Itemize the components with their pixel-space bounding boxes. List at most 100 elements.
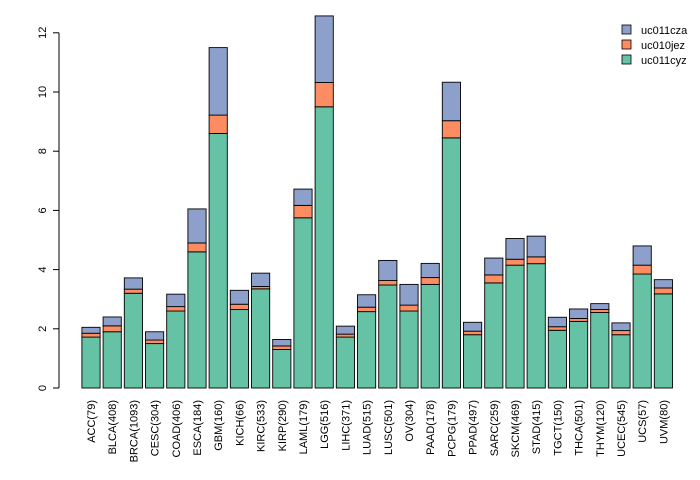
y-tick-label: 2 [37, 326, 49, 332]
bar-uc010jez-ucec [611, 330, 631, 336]
bar-uc010jez-kich [229, 303, 249, 311]
bar-uc010jez-esca [187, 242, 207, 253]
x-tick-label: STAD(415) [531, 400, 543, 454]
bar-uc011cyz-uvm [653, 293, 673, 389]
x-tick-label: PCPG(179) [446, 400, 458, 457]
bar-uc011cyz-acc [81, 336, 101, 389]
bar-uc011cza-ucs [632, 245, 652, 266]
bar-uc011cza-ucec [611, 322, 631, 332]
x-tick-label: ESCA(184) [192, 400, 204, 456]
bar-uc011cyz-luad [357, 311, 377, 389]
bar-uc011cza-lihc [335, 325, 355, 335]
bar-uc011cza-skcm [505, 238, 525, 260]
bar-uc011cza-lusc [378, 259, 398, 282]
bar-uc011cza-esca [187, 208, 207, 244]
legend-swatch-uc010jez [621, 39, 632, 50]
bar-uc011cyz-brca [123, 292, 143, 389]
x-tick-label: THYM(120) [595, 400, 607, 457]
y-tick-label: 8 [37, 148, 49, 154]
bar-uc011cza-blca [102, 316, 122, 327]
bar-uc010jez-acc [81, 332, 101, 338]
legend-swatch-uc011cza [621, 24, 632, 35]
y-tick-label: 10 [37, 86, 49, 98]
y-tick-label: 0 [37, 385, 49, 391]
x-tick-label: UCEC(545) [616, 400, 628, 457]
bar-uc011cyz-sarc [484, 282, 504, 389]
x-tick-label: TGCT(150) [552, 400, 564, 456]
bar-uc011cyz-kirc [251, 288, 271, 389]
bar-uc010jez-ucs [632, 264, 652, 275]
bar-uc011cyz-stad [526, 263, 546, 389]
bar-uc011cza-stad [526, 235, 546, 258]
bar-uc011cza-gbm [208, 47, 228, 116]
x-tick-label: LUSC(501) [383, 400, 395, 455]
bar-uc011cza-uvm [653, 279, 673, 289]
bar-uc011cyz-coad [166, 310, 186, 389]
bar-uc011cza-cesc [145, 331, 165, 341]
bar-uc011cza-kich [229, 289, 249, 305]
bar-uc011cza-coad [166, 293, 186, 308]
y-tick-label: 12 [37, 27, 49, 39]
bar-uc011cyz-esca [187, 251, 207, 389]
bar-uc011cyz-kirp [272, 349, 292, 389]
bar-uc011cza-laml [293, 188, 313, 206]
x-axis-labels: ACC(79) BLCA(408) BRCA(1093) CESC(304) COAD(… [86, 400, 670, 462]
y-axis: 0 2 4 6 8 10 12 [37, 27, 60, 391]
bar-uc010jez-brca [123, 288, 143, 294]
bar-uc011cza-tgct [547, 316, 567, 328]
bar-uc011cyz-blca [102, 331, 122, 389]
bar-uc011cyz-gbm [208, 132, 228, 389]
x-tick-label: UVM(80) [658, 400, 670, 444]
x-tick-label: SARC(259) [489, 400, 501, 456]
bar-uc011cyz-laml [293, 217, 313, 389]
bar-uc011cyz-kich [229, 309, 249, 389]
bar-uc011cza-ppad [463, 321, 483, 332]
x-tick-label: LIHC(371) [340, 400, 352, 451]
x-tick-label: THCA(501) [574, 400, 586, 456]
x-tick-label: BLCA(408) [107, 400, 119, 454]
bar-uc010jez-gbm [208, 114, 228, 134]
bar-uc010jez-stad [526, 256, 546, 265]
x-tick-label: BRCA(1093) [128, 400, 140, 462]
bar-uc011cyz-tgct [547, 329, 567, 389]
bar-uc010jez-ppad [463, 330, 483, 336]
bar-uc011cyz-cesc [145, 343, 165, 389]
bar-uc010jez-ov [399, 304, 419, 312]
bar-uc011cyz-paad [420, 283, 440, 389]
bar-uc011cza-lgg [314, 15, 334, 83]
bar-uc011cza-brca [123, 277, 143, 290]
bar-uc010jez-blca [102, 325, 122, 333]
x-tick-label: SKCM(469) [510, 400, 522, 457]
bar-uc010jez-coad [166, 306, 186, 312]
x-tick-label: PAAD(178) [425, 400, 437, 455]
x-tick-label: LAML(179) [298, 400, 310, 454]
x-tick-label: CESC(304) [150, 400, 162, 456]
bar-uc011cyz-thca [569, 320, 589, 389]
bar-uc010jez-tgct [547, 326, 567, 331]
bar-uc011cza-thym [590, 303, 610, 311]
bar-uc011cyz-ucs [632, 273, 652, 389]
legend: uc011cza uc010jez uc011cyz [621, 24, 688, 67]
legend-label-uc010jez: uc010jez [641, 40, 685, 52]
bars [81, 15, 673, 389]
x-tick-label: KIRP(290) [277, 400, 289, 451]
bar-uc010jez-skcm [505, 258, 525, 266]
x-tick-label: ACC(79) [86, 400, 98, 443]
legend-label-uc011cza: uc011cza [641, 25, 688, 37]
bar-uc011cza-thca [569, 308, 589, 319]
x-tick-label: UCS(57) [637, 400, 649, 443]
x-tick-label: KICH(66) [234, 400, 246, 446]
bar-uc011cza-ov [399, 283, 419, 306]
bar-uc011cyz-lusc [378, 284, 398, 389]
bar-uc011cyz-ppad [463, 334, 483, 389]
bar-uc011cyz-ov [399, 310, 419, 389]
y-tick-label: 4 [37, 267, 49, 273]
bar-uc011cza-kirp [272, 339, 292, 347]
x-tick-label: OV(304) [404, 400, 416, 442]
bar-uc011cyz-pcpg [441, 137, 461, 389]
x-tick-label: GBM(160) [213, 400, 225, 451]
x-tick-label: LGG(516) [319, 400, 331, 449]
bar-uc011cza-pcpg [441, 81, 461, 122]
bar-uc011cza-paad [420, 262, 440, 279]
